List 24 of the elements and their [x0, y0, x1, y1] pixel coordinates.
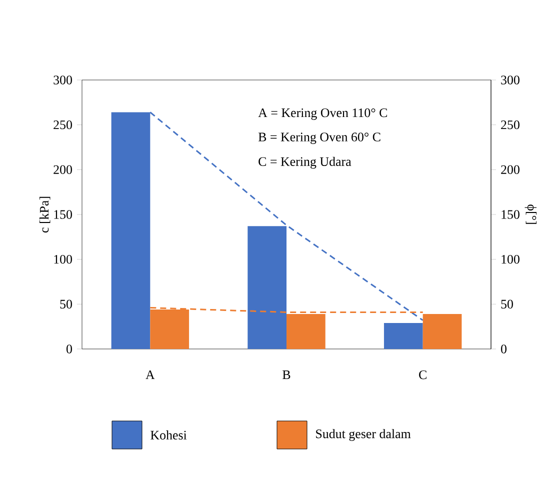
x-tick-label: C — [419, 370, 426, 380]
y2-axis-title: ϕ[°] — [524, 204, 537, 224]
y2-tick-label: 250 — [501, 120, 520, 130]
legend-label: Kohesi — [150, 430, 187, 440]
annotation: C = Kering Udara — [258, 156, 352, 169]
y-tick-label: 250 — [54, 120, 72, 130]
y-tick-label: 100 — [54, 254, 72, 264]
y-axis-title: c [kPa] — [40, 196, 50, 233]
x-tick-label: B — [282, 370, 290, 380]
y2-tick-label: 100 — [502, 254, 520, 264]
y2-tick-label: 50 — [501, 300, 513, 309]
y2-tick-label: 150 — [502, 210, 520, 219]
x-tick-label: A — [146, 370, 155, 380]
legend-label: Sudut geser dalam — [316, 429, 411, 441]
annotation: B = Kering Oven 60° C — [258, 132, 380, 144]
y2-tick-label: 0 — [501, 344, 507, 354]
y-tick-label: 200 — [54, 165, 72, 174]
y-tick-label: 0 — [66, 344, 72, 354]
y2-tick-label: 200 — [501, 165, 520, 174]
y-tick-label: 300 — [54, 76, 72, 84]
y-tick-label: 50 — [60, 300, 72, 309]
y2-tick-label: 300 — [501, 76, 520, 84]
annotation: A = Kering Oven 110° C — [258, 108, 387, 120]
y-tick-label: 150 — [54, 210, 72, 219]
